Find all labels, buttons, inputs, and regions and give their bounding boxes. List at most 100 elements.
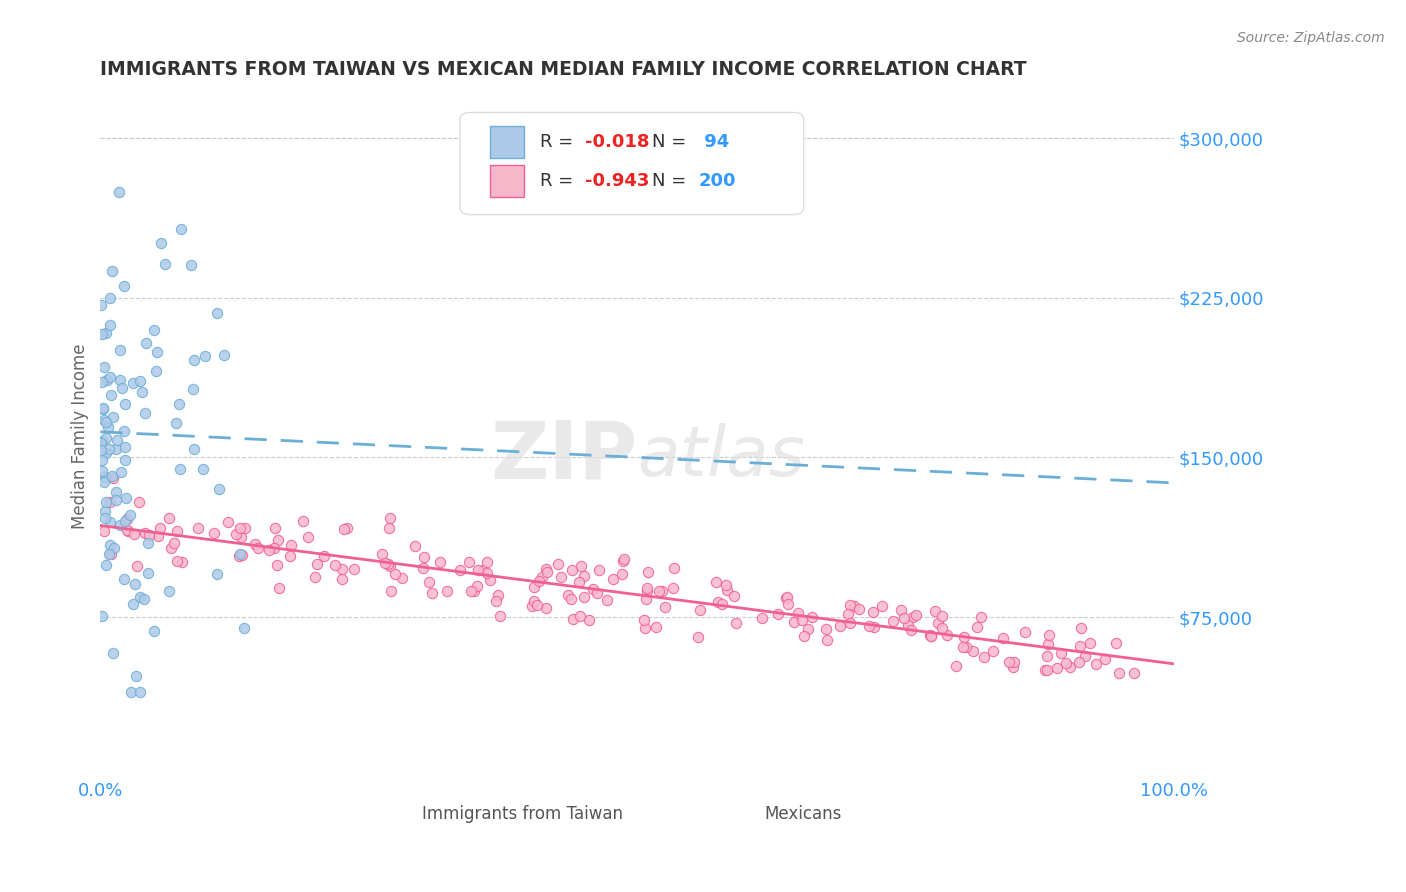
Point [267, 581, 290, 595]
Point [529, 574, 551, 588]
Point [129, 375, 152, 389]
Point [263, 541, 285, 555]
Point [257, 542, 280, 557]
Point [125, 668, 148, 682]
Point [751, 611, 773, 625]
Text: R =: R = [540, 133, 578, 151]
Point [135, 335, 157, 350]
Point [228, 549, 250, 563]
Point [122, 376, 145, 390]
Point [146, 529, 169, 543]
Point [90, 464, 112, 478]
Point [101, 646, 124, 660]
Point [725, 615, 748, 630]
Point [114, 514, 136, 528]
Point [157, 584, 180, 599]
Point [602, 572, 624, 586]
Point [100, 547, 122, 561]
Point [391, 571, 413, 585]
Point [112, 278, 135, 293]
Point [330, 572, 353, 586]
Point [145, 364, 167, 378]
Point [596, 592, 619, 607]
Point [1036, 637, 1059, 651]
Point [134, 406, 156, 420]
Text: N =: N = [652, 133, 692, 151]
Point [654, 599, 676, 614]
Point [1084, 657, 1107, 671]
Point [776, 591, 799, 605]
Point [96, 558, 118, 572]
Point [550, 569, 572, 583]
Point [90, 443, 112, 458]
Point [297, 530, 319, 544]
Point [478, 573, 501, 587]
Point [893, 611, 915, 625]
Point [183, 442, 205, 457]
Point [233, 520, 256, 534]
Point [1074, 649, 1097, 664]
FancyBboxPatch shape [460, 112, 804, 215]
Point [467, 563, 489, 577]
Point [91, 375, 114, 389]
Point [333, 522, 356, 536]
Point [94, 495, 117, 509]
Point [561, 563, 583, 577]
Point [1078, 636, 1101, 650]
Point [637, 566, 659, 580]
Point [143, 624, 166, 639]
Point [1067, 655, 1090, 669]
Point [404, 539, 426, 553]
Point [181, 382, 204, 396]
Point [467, 579, 489, 593]
Point [981, 643, 1004, 657]
Point [815, 622, 838, 636]
Point [94, 511, 117, 525]
Point [689, 603, 711, 617]
Point [163, 536, 186, 550]
Point [610, 566, 633, 581]
Point [661, 581, 683, 595]
Point [118, 508, 141, 522]
Point [202, 525, 225, 540]
Point [613, 552, 636, 566]
Point [165, 416, 187, 430]
Text: 94: 94 [699, 133, 730, 151]
Point [1046, 661, 1069, 675]
Point [370, 547, 392, 561]
Point [104, 442, 127, 457]
Point [420, 586, 443, 600]
Point [815, 633, 838, 648]
Point [110, 465, 132, 479]
Point [232, 621, 254, 635]
Point [523, 580, 546, 594]
Text: atlas: atlas [637, 423, 806, 490]
Point [920, 629, 942, 643]
Point [1108, 665, 1130, 680]
Point [924, 604, 946, 618]
Point [572, 568, 595, 582]
Point [707, 595, 730, 609]
Point [1002, 655, 1025, 669]
Point [93, 412, 115, 426]
Text: Immigrants from Taiwan: Immigrants from Taiwan [422, 805, 623, 823]
Point [194, 350, 217, 364]
Text: IMMIGRANTS FROM TAIWAN VS MEXICAN MEDIAN FAMILY INCOME CORRELATION CHART: IMMIGRANTS FROM TAIWAN VS MEXICAN MEDIAN… [100, 60, 1026, 78]
Point [991, 631, 1014, 645]
Point [378, 511, 401, 525]
Point [374, 556, 396, 570]
Point [94, 470, 117, 484]
Point [98, 547, 121, 561]
Point [266, 558, 288, 572]
Point [314, 549, 336, 563]
Point [136, 566, 159, 580]
Point [460, 584, 482, 599]
Point [634, 591, 657, 606]
Text: Source: ZipAtlas.com: Source: ZipAtlas.com [1237, 31, 1385, 45]
Point [955, 640, 977, 655]
Point [229, 547, 252, 561]
Point [153, 257, 176, 271]
Point [166, 554, 188, 568]
Point [217, 515, 239, 529]
Point [114, 397, 136, 411]
